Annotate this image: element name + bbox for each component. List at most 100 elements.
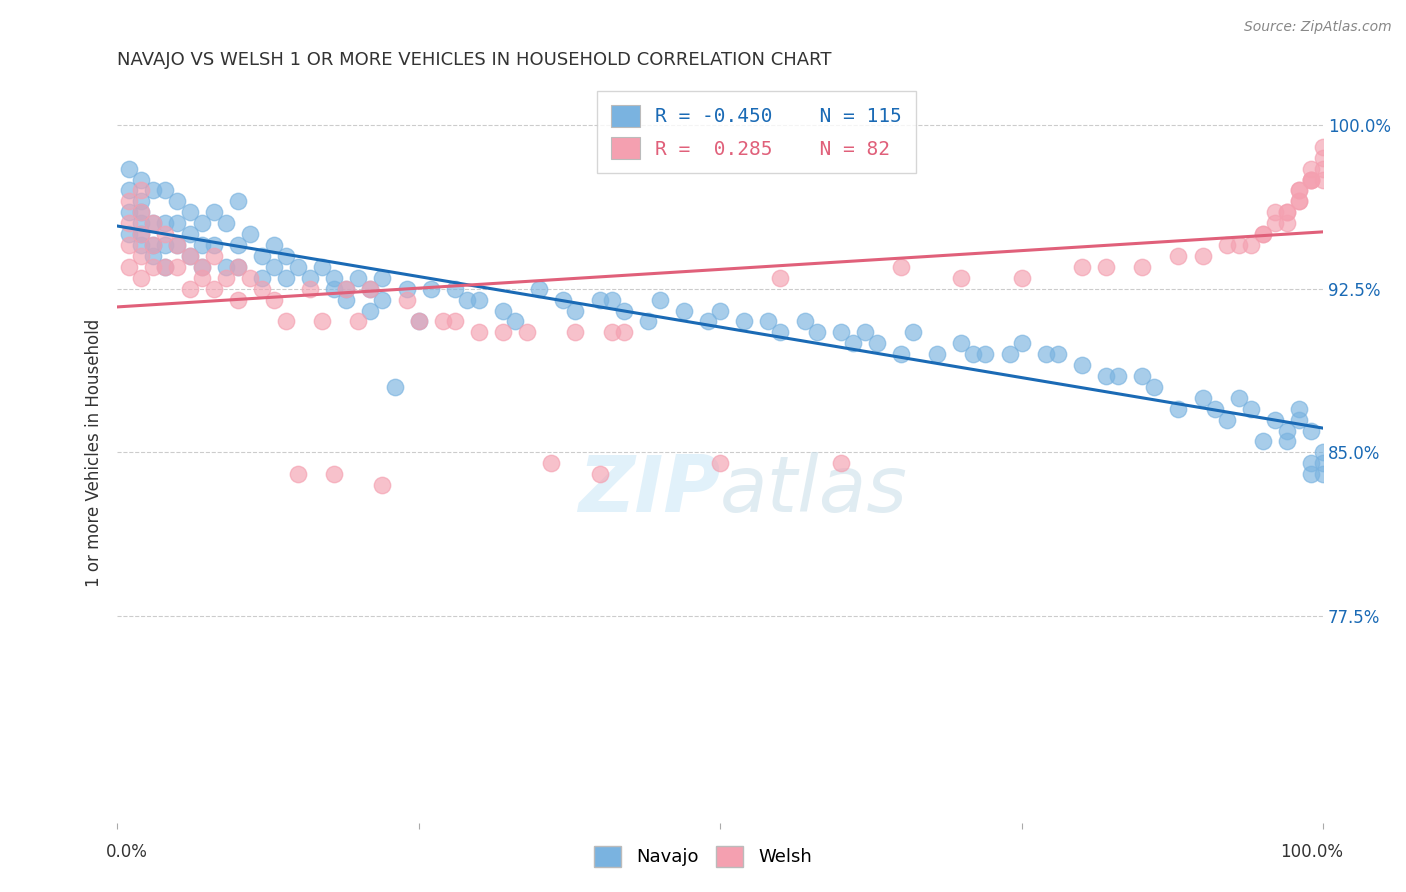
Point <box>131 249 153 263</box>
Point <box>1167 401 1189 416</box>
Point <box>226 260 249 274</box>
Point <box>155 184 177 198</box>
Point <box>142 184 165 198</box>
Point <box>456 293 478 307</box>
Text: atlas: atlas <box>720 451 908 527</box>
Point <box>118 227 141 241</box>
Point <box>131 172 153 186</box>
Point <box>131 194 153 209</box>
Point <box>637 314 659 328</box>
Point <box>842 336 865 351</box>
Point <box>1251 434 1274 449</box>
Text: 100.0%: 100.0% <box>1279 843 1343 861</box>
Point <box>1071 260 1094 274</box>
Point <box>1288 194 1310 209</box>
Point <box>131 270 153 285</box>
Point <box>588 467 610 482</box>
Point <box>155 216 177 230</box>
Point <box>1215 412 1237 426</box>
Point <box>323 270 346 285</box>
Point <box>155 238 177 252</box>
Point <box>118 260 141 274</box>
Point <box>190 260 212 274</box>
Text: ZIP: ZIP <box>578 451 720 527</box>
Point <box>1191 391 1213 405</box>
Point <box>190 216 212 230</box>
Point <box>335 282 357 296</box>
Point <box>190 260 212 274</box>
Point <box>1299 172 1322 186</box>
Point <box>1275 205 1298 219</box>
Point <box>131 227 153 241</box>
Point <box>901 326 924 340</box>
Point <box>540 456 562 470</box>
Point <box>709 456 731 470</box>
Point <box>142 238 165 252</box>
Point <box>239 270 262 285</box>
Point <box>516 326 538 340</box>
Point <box>359 303 381 318</box>
Point <box>1312 467 1334 482</box>
Point <box>142 216 165 230</box>
Point <box>408 314 430 328</box>
Point <box>1107 369 1129 384</box>
Point <box>962 347 984 361</box>
Point <box>672 303 695 318</box>
Point <box>1167 249 1189 263</box>
Point <box>1288 184 1310 198</box>
Point <box>793 314 815 328</box>
Point <box>830 456 852 470</box>
Point <box>118 238 141 252</box>
Point <box>371 293 394 307</box>
Point <box>395 282 418 296</box>
Point <box>395 293 418 307</box>
Point <box>1288 412 1310 426</box>
Point <box>131 227 153 241</box>
Point <box>503 314 526 328</box>
Point <box>131 238 153 252</box>
Point <box>492 326 515 340</box>
Point <box>1204 401 1226 416</box>
Point <box>166 260 188 274</box>
Point <box>118 205 141 219</box>
Point <box>118 161 141 176</box>
Point <box>118 194 141 209</box>
Y-axis label: 1 or more Vehicles in Household: 1 or more Vehicles in Household <box>86 318 103 587</box>
Point <box>226 293 249 307</box>
Point <box>1227 391 1250 405</box>
Point <box>1011 336 1033 351</box>
Point <box>1240 401 1263 416</box>
Point <box>468 326 491 340</box>
Point <box>1143 380 1166 394</box>
Point <box>1251 227 1274 241</box>
Point <box>263 238 285 252</box>
Point <box>1312 161 1334 176</box>
Point <box>927 347 949 361</box>
Point <box>1130 369 1153 384</box>
Point <box>250 249 273 263</box>
Point <box>202 238 225 252</box>
Point <box>1312 172 1334 186</box>
Point <box>974 347 997 361</box>
Point <box>1312 445 1334 459</box>
Point <box>1240 238 1263 252</box>
Point <box>250 282 273 296</box>
Point <box>179 227 201 241</box>
Point <box>613 326 636 340</box>
Point <box>432 314 454 328</box>
Point <box>335 282 357 296</box>
Point <box>166 238 188 252</box>
Point <box>274 249 297 263</box>
Point <box>1011 270 1033 285</box>
Point <box>263 293 285 307</box>
Point <box>1191 249 1213 263</box>
Point <box>226 260 249 274</box>
Point <box>564 303 586 318</box>
Point <box>118 184 141 198</box>
Point <box>1275 216 1298 230</box>
Point <box>1264 216 1286 230</box>
Point <box>274 270 297 285</box>
Point <box>1264 205 1286 219</box>
Point <box>1275 205 1298 219</box>
Point <box>1130 260 1153 274</box>
